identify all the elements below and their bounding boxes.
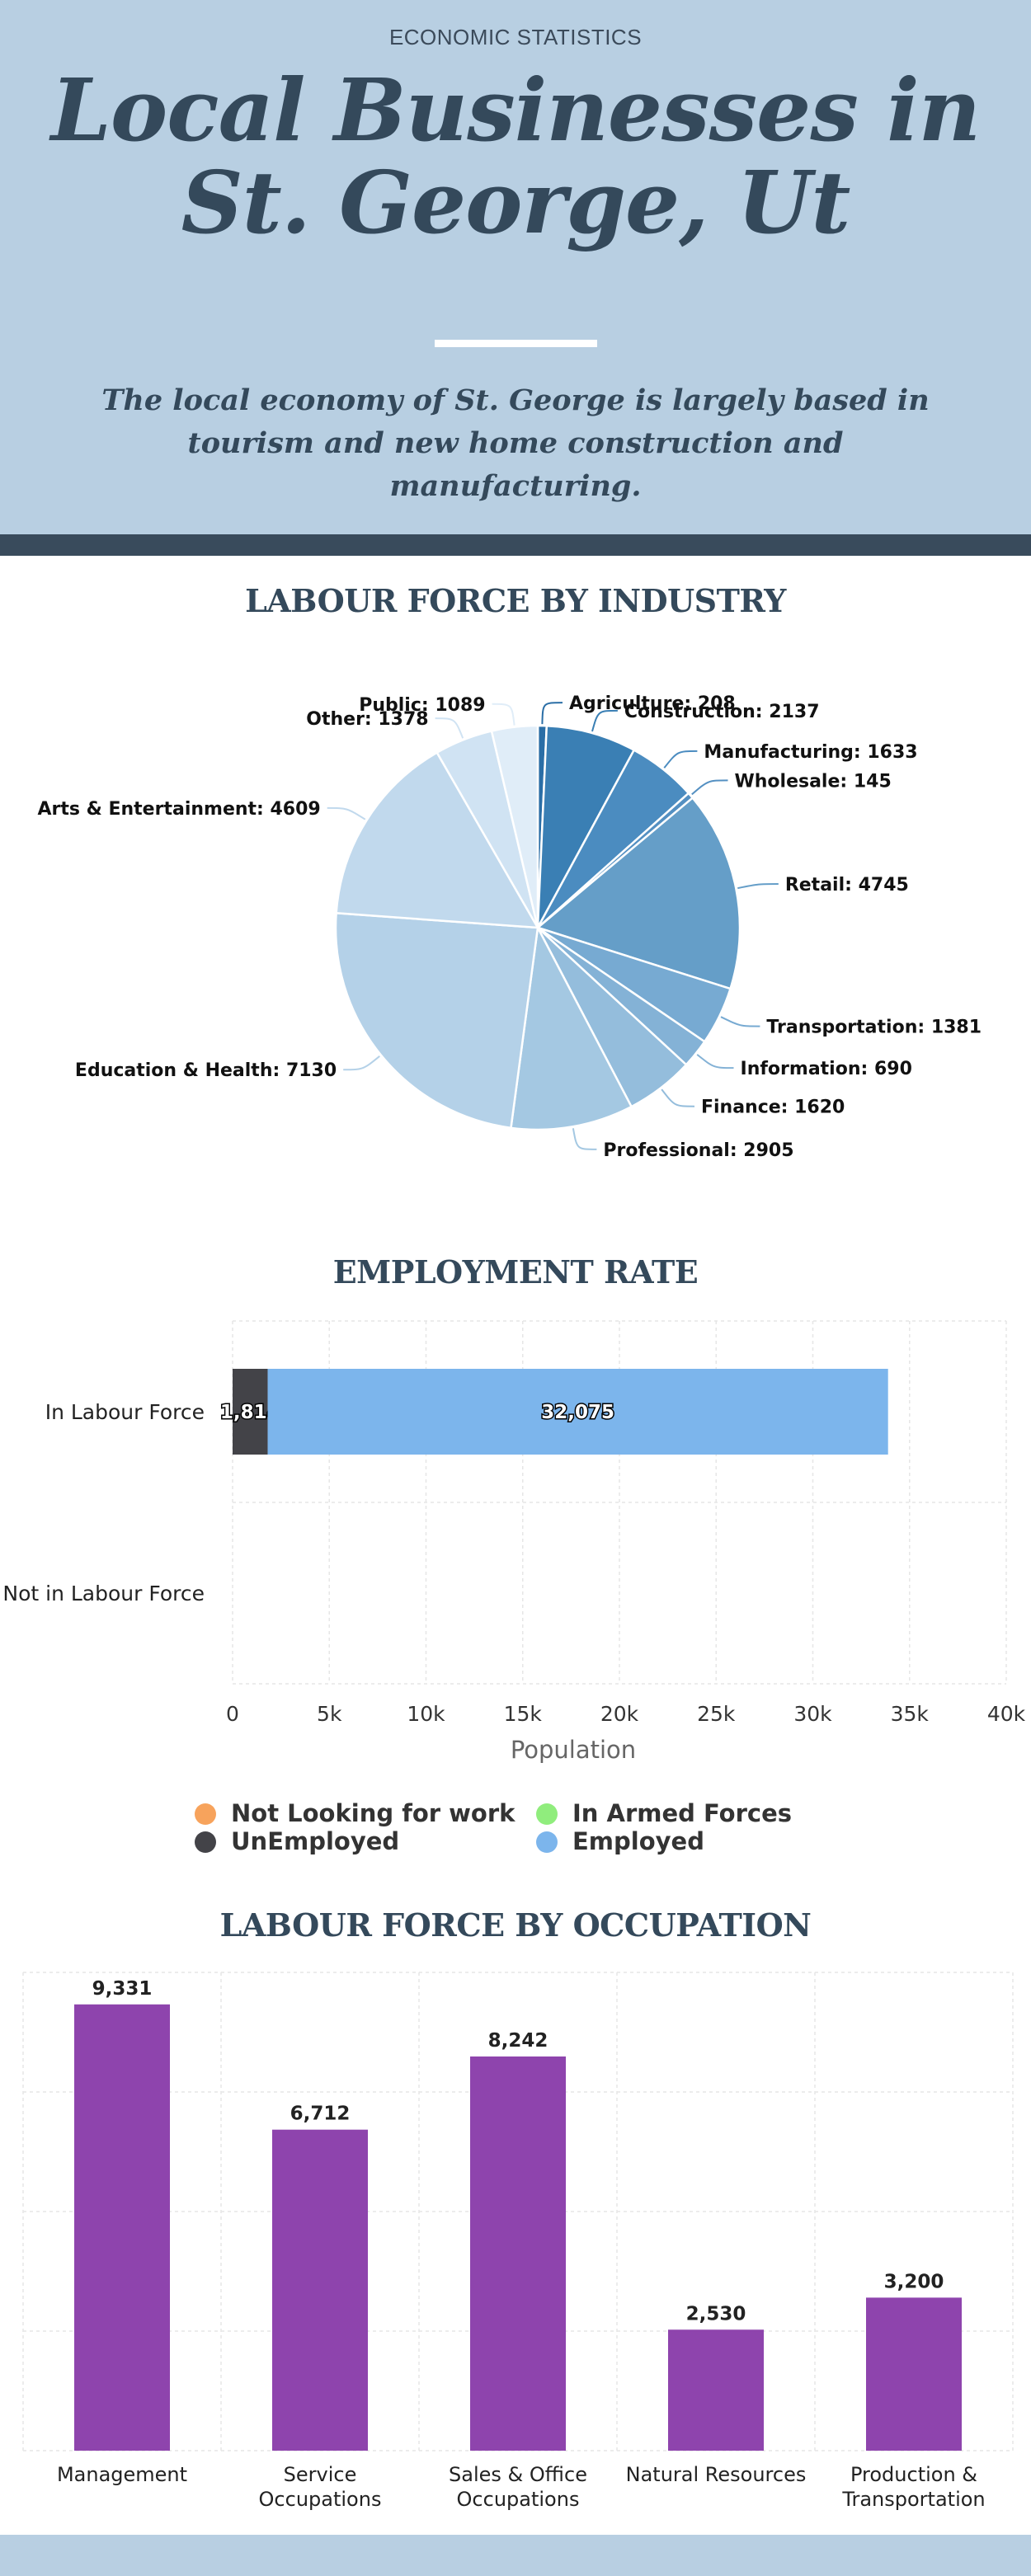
x-category-label: Production & bbox=[850, 2463, 977, 2486]
bar-production-and-transportation bbox=[866, 2297, 962, 2451]
legend-label: Employed bbox=[572, 1827, 704, 1855]
x-category-label: Occupations bbox=[457, 2488, 580, 2511]
x-tick-label: 35k bbox=[891, 1702, 930, 1726]
pie-label-other: Other: 1378 bbox=[306, 709, 428, 730]
legend-label: UnEmployed bbox=[231, 1827, 400, 1855]
legend-label: In Armed Forces bbox=[572, 1799, 792, 1827]
x-tick-label: 5k bbox=[317, 1702, 342, 1726]
x-category-label: Occupations bbox=[259, 2488, 382, 2511]
employment-bar-chart: 0 5k 10k 15k 20k 25k 30k 35k 40k In Labour Force N… bbox=[2, 1320, 1026, 1764]
pie-connector-wholesale bbox=[691, 779, 728, 796]
eyebrow-label: ECONOMIC STATISTICS bbox=[388, 25, 643, 49]
pie-slice-arts-and-entertainment bbox=[335, 750, 540, 929]
bar-natural-resources bbox=[668, 2329, 764, 2451]
x-tick-label: 20k bbox=[600, 1702, 639, 1726]
x-category-label: Natural Resources bbox=[626, 2463, 807, 2486]
y-category-label: Not in Labour Force bbox=[2, 1582, 205, 1605]
header-divider-band bbox=[0, 534, 1031, 556]
data-label-production-and-transportation: 3,200 bbox=[884, 2271, 944, 2292]
bar-employed bbox=[267, 1369, 888, 1455]
x-tick-label: 10k bbox=[407, 1702, 445, 1726]
x-category-label: Service bbox=[284, 2463, 357, 2486]
legend-swatch bbox=[536, 1831, 558, 1853]
pie-label-agriculture: Agriculture: 208 bbox=[569, 693, 736, 714]
pie-label-information: Information: 690 bbox=[741, 1059, 912, 1079]
data-label: 32,075 bbox=[541, 1402, 614, 1423]
pie-label-professional: Professional: 2905 bbox=[603, 1140, 793, 1161]
pie-label-retail: Retail: 4745 bbox=[785, 875, 909, 895]
legend-swatch bbox=[536, 1803, 558, 1825]
data-label-management: 9,331 bbox=[92, 1978, 153, 2000]
bar-management bbox=[74, 2004, 170, 2451]
x-axis-title: Population bbox=[511, 1736, 636, 1764]
x-category-label: Transportation bbox=[841, 2488, 985, 2511]
pie-connector-agriculture bbox=[541, 702, 563, 725]
pie-label-education-and-health: Education & Health: 7130 bbox=[75, 1060, 337, 1081]
pie-label-finance: Finance: 1620 bbox=[701, 1098, 845, 1118]
title-divider bbox=[435, 340, 597, 347]
x-tick-label: 25k bbox=[697, 1702, 736, 1726]
x-tick-label: 40k bbox=[987, 1702, 1026, 1726]
x-tick-label: 15k bbox=[504, 1702, 543, 1726]
pie-label-manufacturing: Manufacturing: 1633 bbox=[704, 742, 917, 763]
pie-connector-education-and-health bbox=[343, 1055, 380, 1071]
pie-connector-professional bbox=[572, 1128, 597, 1150]
pie-connector-manufacturing bbox=[663, 750, 698, 769]
x-category-label: Management bbox=[57, 2463, 187, 2486]
occupation-section-title: LABOUR FORCE BY OCCUPATION bbox=[219, 1906, 812, 1944]
bar-service-occupations bbox=[272, 2129, 368, 2451]
pie-label-public: Public: 1089 bbox=[359, 695, 485, 716]
bar-unemployed bbox=[233, 1369, 268, 1455]
legend-label: Not Looking for work bbox=[231, 1799, 516, 1827]
pie-connector-retail bbox=[737, 883, 779, 890]
data-label-sales-and-office-occupations: 8,242 bbox=[488, 2030, 548, 2052]
pie-connector-other bbox=[435, 717, 464, 739]
page-title: Local Businesses in St. George, Ut bbox=[50, 59, 981, 253]
occupation-bar-chart: 9,331Management6,712ServiceOccupations8,… bbox=[22, 1972, 1014, 2511]
pie-slice-education-and-health bbox=[334, 911, 539, 1130]
pie-label-transportation: Transportation: 1381 bbox=[766, 1018, 982, 1038]
pie-slice-public bbox=[490, 724, 539, 928]
pie-label-arts-and-entertainment: Arts & Entertainment: 4609 bbox=[37, 799, 320, 820]
pie-connector-public bbox=[492, 703, 516, 726]
bar-sales-and-office-occupations bbox=[470, 2056, 566, 2451]
pie-label-construction: Construction: 2137 bbox=[624, 702, 820, 722]
legend-swatch bbox=[195, 1831, 216, 1853]
pie-connector-transportation bbox=[720, 1016, 760, 1027]
legend-swatch bbox=[195, 1803, 216, 1825]
industry-section-title: LABOUR FORCE BY INDUSTRY bbox=[245, 582, 786, 619]
footer-band bbox=[0, 2535, 1031, 2576]
pie-connector-finance bbox=[661, 1088, 695, 1107]
pie-connector-arts-and-entertainment bbox=[327, 806, 366, 820]
x-tick-label: 0 bbox=[226, 1702, 239, 1726]
pie-slice-retail bbox=[535, 796, 741, 990]
header-banner: ECONOMIC STATISTICS Local Businesses in … bbox=[0, 0, 1031, 534]
page-subtitle: The local economy of St. George is large… bbox=[101, 383, 930, 503]
x-tick-label: 30k bbox=[793, 1702, 832, 1726]
pie-connector-information bbox=[696, 1054, 734, 1069]
y-category-label: In Labour Force bbox=[45, 1400, 205, 1424]
pie-slice-professional bbox=[510, 924, 633, 1131]
pie-label-wholesale: Wholesale: 145 bbox=[734, 771, 891, 792]
employment-legend: Not Looking for work In Armed Forces UnE… bbox=[0, 1794, 1031, 1860]
pie-connector-construction bbox=[591, 709, 618, 732]
data-label-natural-resources: 2,530 bbox=[686, 2303, 746, 2325]
employment-section-title: EMPLOYMENT RATE bbox=[332, 1253, 699, 1290]
pie-slice-construction bbox=[536, 724, 636, 928]
data-label-service-occupations: 6,712 bbox=[290, 2104, 351, 2125]
x-category-label: Sales & Office bbox=[449, 2463, 587, 2486]
